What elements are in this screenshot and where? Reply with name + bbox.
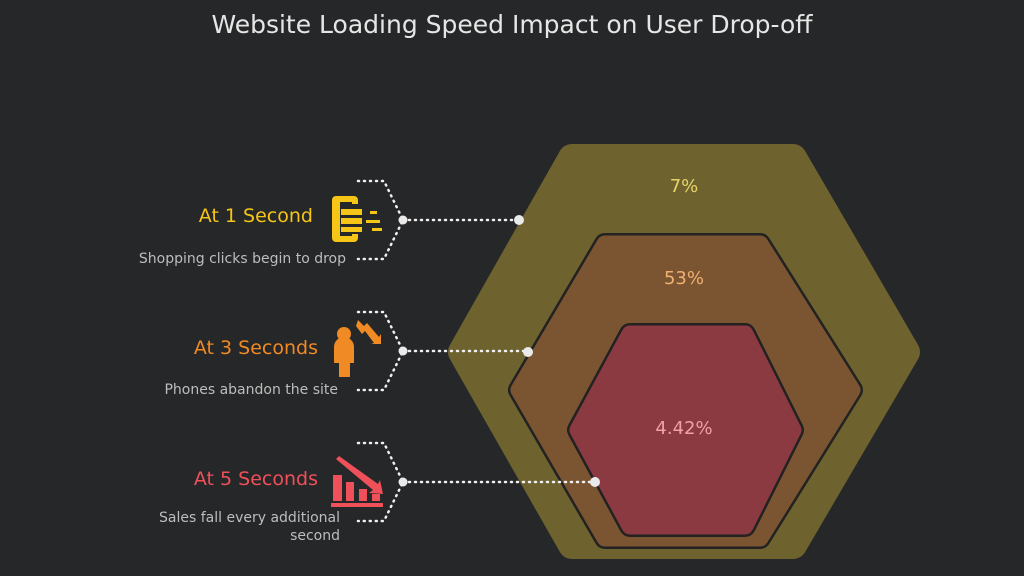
- dot: [398, 346, 408, 356]
- value-442: 4.42%: [655, 418, 712, 439]
- description-1: Shopping clicks begin to drop: [138, 251, 346, 267]
- label-3-seconds: At 3 Seconds: [193, 337, 318, 359]
- description-3: Sales fall every additional second: [159, 510, 340, 544]
- dot: [398, 215, 408, 225]
- value-53: 53%: [664, 268, 704, 289]
- dot: [590, 477, 600, 487]
- description-2: Phones abandon the site: [164, 382, 338, 398]
- value-7: 7%: [670, 176, 699, 197]
- dot: [514, 215, 524, 225]
- label-1-second: At 1 Second: [198, 205, 313, 227]
- dot: [523, 347, 533, 357]
- document-lines-icon: [332, 196, 382, 242]
- person-down-arrow-icon: [334, 320, 381, 377]
- dot: [398, 477, 408, 487]
- label-5-seconds: At 5 Seconds: [193, 468, 318, 490]
- bracket-3: [356, 441, 405, 523]
- page-title: Website Loading Speed Impact on User Dro…: [211, 10, 813, 39]
- bracket-1: [356, 179, 405, 261]
- bracket-2: [356, 310, 405, 392]
- bar-chart-down-icon: [331, 456, 383, 507]
- hexagon-inner: [569, 325, 802, 535]
